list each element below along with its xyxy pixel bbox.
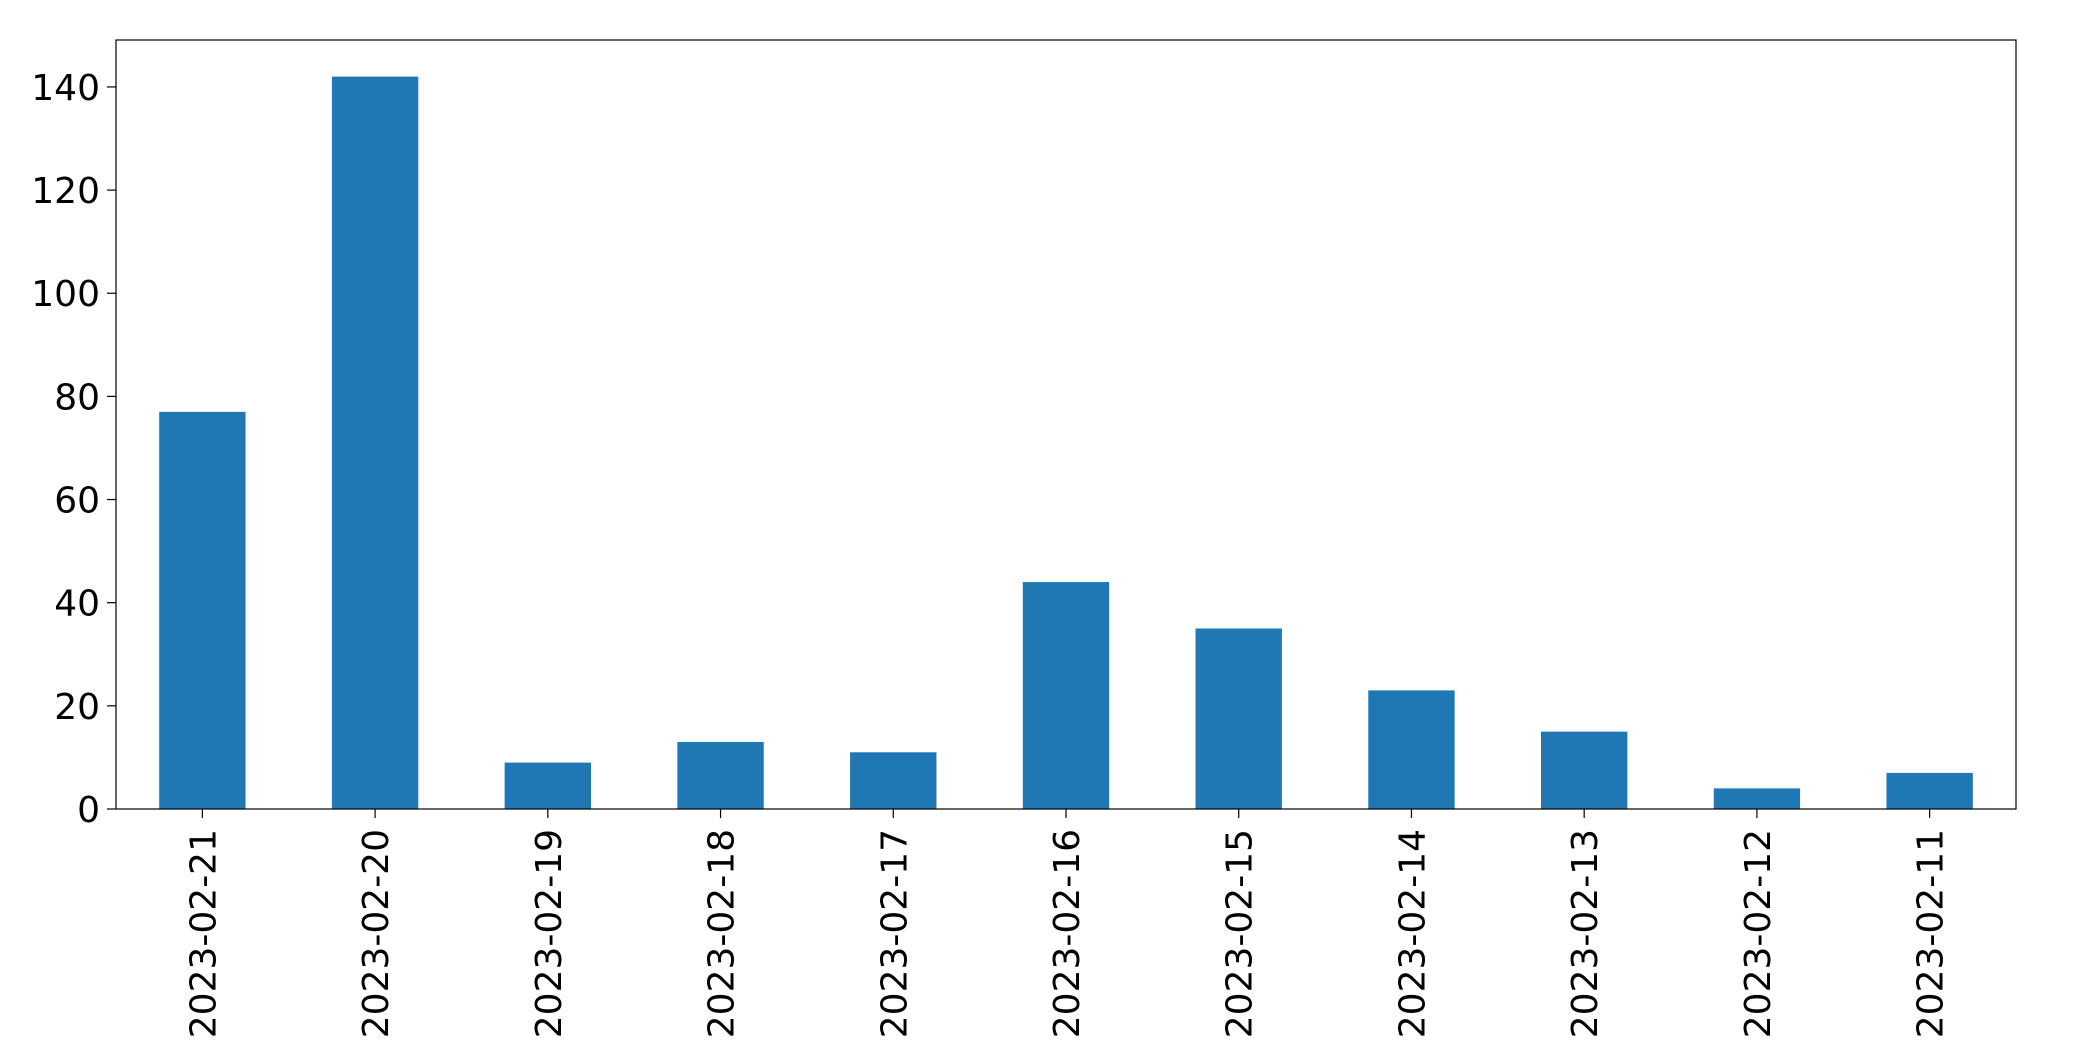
x-tick-label: 2023-02-19 [529, 829, 570, 1038]
x-tick-label: 2023-02-11 [1911, 829, 1952, 1038]
bar [504, 762, 591, 809]
y-tick-label: 20 [54, 687, 100, 728]
x-tick-label: 2023-02-13 [1565, 829, 1606, 1038]
bar [1368, 690, 1455, 809]
plot-frame [115, 39, 2017, 810]
x-tick-label: 2023-02-17 [874, 829, 915, 1038]
y-tick-label: 60 [54, 481, 100, 522]
y-tick-label: 40 [54, 584, 100, 625]
bar [1713, 788, 1801, 809]
x-tick-label: 2023-02-14 [1392, 829, 1433, 1038]
bar [1195, 628, 1282, 809]
y-tick-label: 80 [54, 377, 100, 418]
bar [1886, 772, 1973, 809]
y-tick-label: 120 [31, 171, 100, 212]
bar [331, 76, 419, 810]
bar [677, 741, 764, 809]
x-tick-label: 2023-02-18 [702, 829, 743, 1038]
y-tick-label: 100 [31, 274, 100, 315]
bar [850, 752, 937, 809]
bar [1022, 582, 1110, 809]
x-tick-label: 2023-02-20 [356, 829, 397, 1038]
x-tick-label: 2023-02-12 [1738, 829, 1779, 1038]
x-tick-label: 2023-02-16 [1047, 829, 1088, 1038]
bar [159, 411, 246, 809]
x-tick-label: 2023-02-15 [1220, 829, 1261, 1038]
x-tick-label: 2023-02-21 [183, 829, 224, 1038]
bar [1541, 731, 1628, 809]
y-tick-label: 140 [31, 68, 100, 109]
y-tick-label: 0 [77, 790, 100, 831]
